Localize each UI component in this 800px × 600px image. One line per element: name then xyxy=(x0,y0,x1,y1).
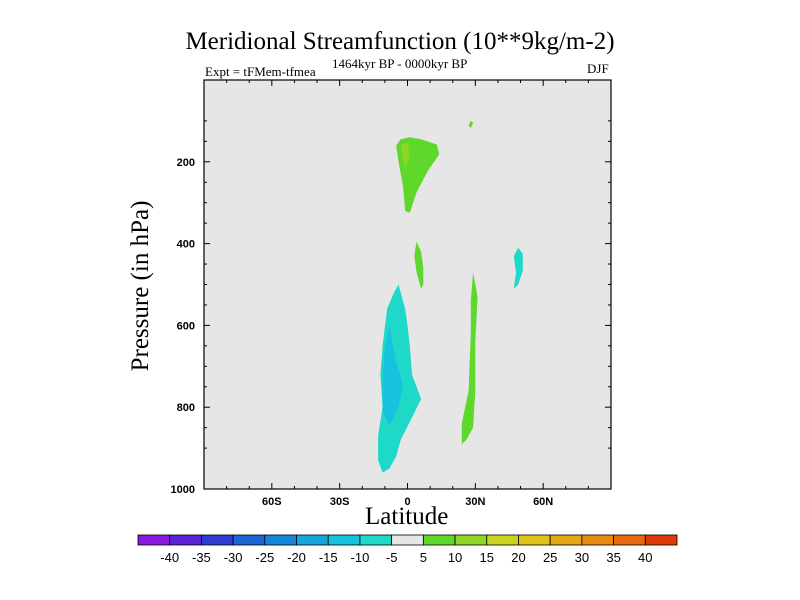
contour-midlevel-positive-sliver xyxy=(414,241,424,289)
contour-upper-small-positive-blip xyxy=(468,120,474,129)
colorbar-label: -5 xyxy=(386,550,398,565)
colorbar-swatch xyxy=(518,534,551,546)
x-tick-label: 60S xyxy=(262,496,282,508)
contour-upper-tropical-positive-core xyxy=(400,142,410,168)
colorbar-swatch xyxy=(327,534,361,546)
colorbar-label: -30 xyxy=(224,550,243,565)
colorbar-swatch xyxy=(137,534,171,546)
colorbar-label: 30 xyxy=(575,550,589,565)
season-label: DJF xyxy=(587,61,609,76)
x-tick-label: 30S xyxy=(330,496,350,508)
x-tick-label: 0 xyxy=(404,496,410,508)
colorbar-label: 35 xyxy=(606,550,620,565)
colorbar-swatch xyxy=(359,534,393,546)
colorbar-label: -25 xyxy=(255,550,274,565)
experiment-label: Expt = tFMem-tfmea xyxy=(205,64,316,79)
colorbar-label: 20 xyxy=(511,550,525,565)
colorbar-label: 25 xyxy=(543,550,557,565)
colorbar-swatch xyxy=(613,534,646,546)
colorbar-swatch xyxy=(644,534,678,546)
colorbar-label: 40 xyxy=(638,550,652,565)
contour-northern-positive-strip xyxy=(461,272,478,444)
colorbar-swatch xyxy=(422,534,456,546)
colorbar-swatch xyxy=(296,534,329,546)
colorbar-label: 10 xyxy=(448,550,462,565)
colorbar-swatch xyxy=(391,534,424,546)
colorbar-swatch xyxy=(486,534,519,546)
x-tick-label: 30N xyxy=(465,496,485,508)
chart-title: Meridional Streamfunction (10**9kg/m-2) xyxy=(185,28,615,55)
y-tick-label: 1000 xyxy=(171,484,195,496)
contour-lower-tropical-negative-core xyxy=(382,325,403,426)
colorbar-swatch xyxy=(232,534,266,546)
colorbar-label: -15 xyxy=(319,550,338,565)
colorbar-label: -20 xyxy=(287,550,306,565)
x-axis-label: Latitude xyxy=(365,503,449,530)
colorbar-swatch xyxy=(549,534,583,546)
colorbar-label: 15 xyxy=(480,550,494,565)
contour-northern-negative-sliver xyxy=(513,247,523,289)
colorbar-swatch xyxy=(169,534,202,546)
colorbar-label: -35 xyxy=(192,550,211,565)
time-period-label: 1464kyr BP - 0000kyr BP xyxy=(332,56,468,71)
colorbar-swatch xyxy=(581,534,614,546)
colorbar-label: -40 xyxy=(160,550,179,565)
colorbar-label: 5 xyxy=(420,550,427,565)
x-tick-label: 60N xyxy=(533,496,553,508)
y-tick-label: 400 xyxy=(177,239,195,251)
y-tick-label: 600 xyxy=(177,320,195,332)
colorbar-swatch xyxy=(264,534,297,546)
colorbar-swatch xyxy=(201,534,234,546)
y-tick-label: 200 xyxy=(177,157,195,169)
colorbar-label: -10 xyxy=(351,550,370,565)
y-tick-label: 800 xyxy=(177,402,195,414)
colorbar-swatch xyxy=(454,534,488,546)
